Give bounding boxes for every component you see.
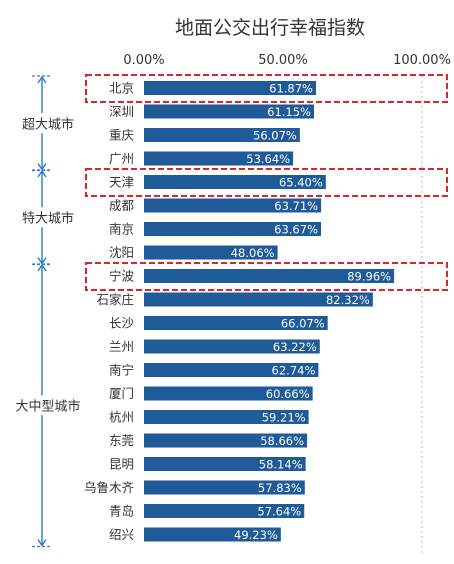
- bar: [144, 81, 316, 95]
- value-label: 56.07%: [253, 129, 297, 143]
- arrow-up-icon: [37, 169, 47, 178]
- bar: [144, 527, 281, 542]
- bar: [144, 198, 322, 213]
- category-label: 南宁: [109, 363, 134, 378]
- category-label: 杭州: [109, 410, 134, 425]
- arrow-down-icon: [37, 539, 47, 547]
- value-label: 58.14%: [259, 458, 303, 472]
- category-label: 绍兴: [109, 527, 134, 542]
- bar: [144, 245, 278, 260]
- x-tick-label: 50.00%: [258, 53, 308, 68]
- category-label: 宁波: [109, 269, 135, 284]
- arrow-up-icon: [37, 263, 47, 272]
- bar: [144, 480, 305, 495]
- bar: [144, 151, 294, 166]
- value-label: 89.96%: [347, 270, 391, 284]
- value-label: 63.67%: [274, 223, 318, 237]
- group-bracket: 特大城市: [22, 169, 74, 266]
- value-label: 63.22%: [273, 340, 317, 354]
- bar: [144, 410, 309, 424]
- group-label: 大中型城市: [15, 398, 80, 414]
- category-label: 青岛: [109, 504, 134, 519]
- value-label: 62.74%: [272, 364, 316, 378]
- value-label: 82.32%: [326, 293, 370, 307]
- bar: [144, 433, 308, 448]
- category-label: 长沙: [109, 316, 135, 331]
- category-label: 成都: [109, 198, 135, 213]
- value-label: 48.06%: [231, 246, 275, 260]
- value-label: 57.83%: [258, 481, 302, 495]
- bar: [144, 339, 320, 354]
- category-label: 广州: [109, 151, 134, 166]
- category-label: 北京: [109, 81, 134, 96]
- category-label: 厦门: [109, 386, 134, 401]
- bar: [144, 104, 314, 119]
- category-label: 石家庄: [96, 292, 134, 307]
- value-label: 61.87%: [269, 82, 313, 96]
- highlight-box: [85, 262, 448, 291]
- category-label: 重庆: [109, 128, 135, 143]
- bar: [144, 128, 300, 142]
- group-bracket: 大中型城市: [15, 263, 81, 548]
- bar: [144, 386, 313, 401]
- value-label: 59.21%: [262, 411, 306, 425]
- bar: [144, 316, 328, 330]
- x-tick-label: 100.00%: [393, 53, 451, 68]
- bar: [144, 504, 305, 518]
- group-bracket: 超大城市: [22, 75, 74, 172]
- value-label: 58.66%: [260, 434, 304, 448]
- value-label: 53.64%: [246, 152, 290, 166]
- highlight-box: [85, 168, 448, 197]
- value-label: 65.40%: [279, 176, 323, 190]
- bar: [144, 457, 306, 471]
- category-label: 沈阳: [109, 245, 134, 260]
- x-tick-label: 0.00%: [123, 53, 164, 68]
- group-label: 特大城市: [22, 210, 74, 226]
- chart-title: 地面公交出行幸福指数: [175, 17, 365, 39]
- category-label: 兰州: [109, 339, 134, 354]
- category-label: 乌鲁木齐: [84, 480, 135, 495]
- value-label: 60.66%: [266, 387, 310, 401]
- arrow-up-icon: [37, 75, 47, 84]
- category-label: 天津: [109, 175, 134, 190]
- category-label: 深圳: [109, 104, 134, 119]
- value-label: 63.71%: [274, 199, 318, 213]
- value-label: 66.07%: [281, 317, 325, 331]
- category-label: 东莞: [109, 433, 134, 448]
- value-label: 57.64%: [257, 505, 301, 519]
- bar: [144, 222, 322, 236]
- category-label: 南京: [109, 222, 134, 237]
- bar: [144, 269, 395, 283]
- bar: [144, 292, 373, 307]
- bar: [144, 363, 319, 377]
- highlight-box: [85, 74, 448, 103]
- value-label: 61.15%: [267, 105, 311, 119]
- value-label: 49.23%: [234, 528, 278, 542]
- bar: [144, 175, 326, 189]
- bars: 北京 61.87% 深圳 61.15% 重庆 56.07% 广州 53.64% 天津 65.40%…: [84, 81, 395, 542]
- x-axis-ticks: 0.00% 50.00% 100.00%: [123, 53, 451, 68]
- highlight-boxes: [85, 74, 448, 291]
- category-label: 昆明: [109, 457, 134, 472]
- group-label: 超大城市: [22, 116, 74, 132]
